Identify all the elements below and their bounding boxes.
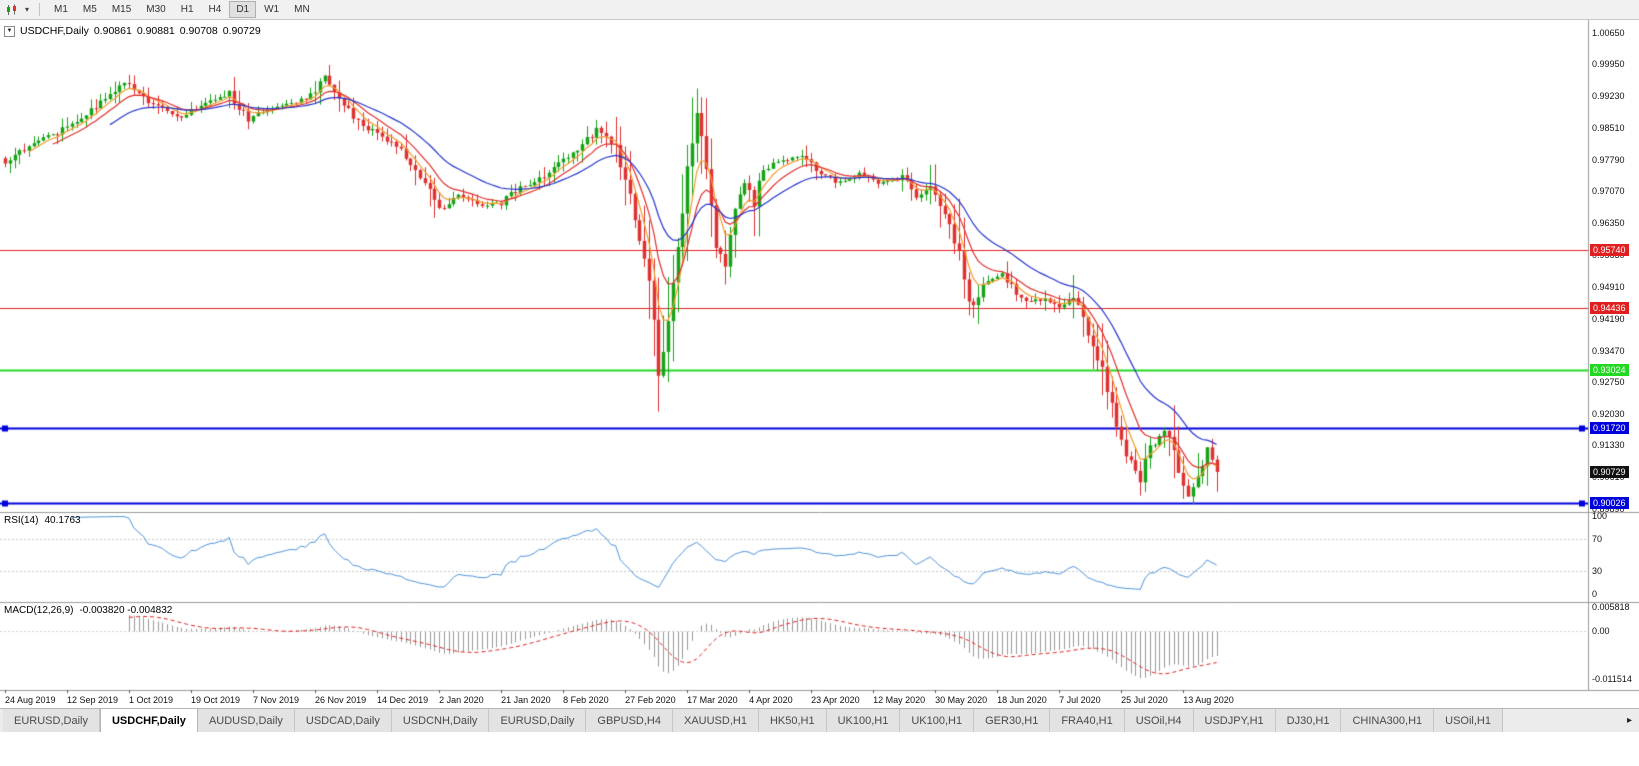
ohlc-close: 0.90729	[222, 25, 261, 37]
chart-tab-hk50-h1[interactable]: HK50,H1	[758, 709, 827, 732]
macd-axis-tick: -0.011514	[1592, 674, 1632, 684]
x-axis-date: 24 Aug 2019	[5, 695, 56, 705]
hline-price-badge: 0.95740	[1590, 244, 1629, 257]
chart-tab-dj30-h1[interactable]: DJ30,H1	[1275, 709, 1342, 732]
toolbar-separator	[39, 3, 40, 16]
chart-symbol-period: USDCHF,Daily	[20, 25, 89, 37]
top-toolbar: ▾ M1 M5 M15 M30 H1 H4 D1 W1 MN	[0, 0, 1639, 20]
rsi-axis-tick: 0	[1592, 589, 1598, 599]
x-axis-date: 12 Sep 2019	[67, 695, 119, 705]
chart-tab-uk100-h1[interactable]: UK100,H1	[900, 709, 975, 732]
x-axis-date: 13 Aug 2020	[1183, 695, 1234, 705]
ohlc-high: 0.90881	[136, 25, 175, 37]
timeframe-button-h4[interactable]: H4	[202, 1, 229, 18]
x-axis-date: 30 May 2020	[935, 695, 988, 705]
chart-header: ▼ USDCHF,Daily 0.90861 0.90881 0.90708 0…	[4, 25, 261, 37]
x-axis-date: 12 May 2020	[873, 695, 926, 705]
y-axis-tick: 0.91330	[1592, 440, 1625, 451]
timeframe-button-m1[interactable]: M1	[47, 1, 75, 18]
hline-price-badge: 0.94436	[1590, 301, 1629, 314]
chart-tab-ger30-h1[interactable]: GER30,H1	[974, 709, 1051, 732]
chart-tab-usoil-h1[interactable]: USOil,H1	[1434, 709, 1503, 732]
macd-axis-tick: 0.00	[1592, 626, 1610, 637]
x-axis-date: 8 Feb 2020	[563, 695, 609, 705]
tab-list: EURUSD,Daily USDCHF,Daily AUDUSD,Daily USDC…	[3, 709, 1503, 732]
x-axis-date: 21 Jan 2020	[501, 695, 551, 705]
macd-panel-label: MACD(12,26,9) -0.003820 -0.004832	[4, 605, 172, 616]
ohlc-open: 0.90861	[93, 25, 132, 37]
chart-tab-usdcad-daily[interactable]: USDCAD,Daily	[294, 709, 392, 732]
y-axis-tick: 0.97790	[1592, 154, 1625, 165]
x-axis-date: 1 Oct 2019	[129, 695, 174, 705]
y-axis-tick: 0.94910	[1592, 281, 1625, 292]
timeframe-button-mn[interactable]: MN	[287, 1, 317, 18]
tab-scroll-right-icon[interactable]: ▸	[1626, 715, 1632, 726]
macd-indicator-values: -0.003820 -0.004832	[79, 605, 173, 616]
dropdown-caret-icon[interactable]: ▾	[24, 5, 29, 14]
chart-tab-xauusd-h1[interactable]: XAUUSD,H1	[672, 709, 759, 732]
chart-type-icon[interactable]	[4, 2, 20, 18]
y-axis-tick: 0.92030	[1592, 409, 1625, 420]
chart-tab-usdjpy-h1[interactable]: USDJPY,H1	[1193, 709, 1276, 732]
x-axis-date: 14 Dec 2019	[377, 695, 429, 705]
x-axis-date: 19 Oct 2019	[191, 695, 241, 705]
x-axis-date: 23 Apr 2020	[811, 695, 860, 705]
macd-indicator-name: MACD(12,26,9)	[4, 605, 74, 616]
timeframe-buttons: M1 M5 M15 M30 H1 H4 D1 W1 MN	[47, 1, 317, 18]
rsi-axis-tick: 30	[1592, 565, 1603, 576]
y-axis-tick: 0.98510	[1592, 122, 1625, 133]
y-axis-tick: 0.89890	[1592, 503, 1625, 514]
hline-price-badge: 0.93024	[1590, 364, 1629, 377]
x-axis-date: 4 Apr 2020	[749, 695, 793, 705]
chart-tab-usoil-h4[interactable]: USOil,H4	[1124, 709, 1194, 732]
timeframe-button-m15[interactable]: M15	[105, 1, 138, 18]
x-axis-date: 2 Jan 2020	[439, 695, 484, 705]
y-axis-tick: 0.96350	[1592, 218, 1625, 229]
x-axis-date: 27 Feb 2020	[625, 695, 676, 705]
chart-tab-usdcnh-daily[interactable]: USDCNH,Daily	[391, 709, 490, 732]
chart-tab-uk100-h1[interactable]: UK100,H1	[826, 709, 901, 732]
rsi-indicator-name: RSI(14)	[4, 515, 39, 526]
y-axis-tick: 0.93470	[1592, 345, 1625, 356]
timeframe-button-h1[interactable]: H1	[174, 1, 201, 18]
rsi-axis-tick: 70	[1592, 534, 1603, 545]
chart-tab-bar: EURUSD,Daily USDCHF,Daily AUDUSD,Daily USDC…	[0, 708, 1639, 732]
rsi-panel-label: RSI(14) 40.1763	[4, 515, 81, 526]
x-axis-date: 25 Jul 2020	[1121, 695, 1168, 705]
y-axis-tick: 1.00650	[1592, 28, 1625, 38]
timeframe-button-d1[interactable]: D1	[229, 1, 257, 18]
chart-tab-eurusd-daily[interactable]: EURUSD,Daily	[3, 709, 100, 732]
rsi-indicator-value: 40.1763	[44, 515, 81, 526]
ohlc-low: 0.90708	[179, 25, 218, 37]
y-axis-tick: 0.94190	[1592, 313, 1625, 324]
x-axis-date: 26 Nov 2019	[315, 695, 367, 705]
timeframe-button-m30[interactable]: M30	[139, 1, 172, 18]
chart-tab-audusd-daily[interactable]: AUDUSD,Daily	[197, 709, 295, 732]
timeframe-button-w1[interactable]: W1	[257, 1, 286, 18]
chart-tab-usdchf-daily[interactable]: USDCHF,Daily	[99, 709, 198, 732]
current-price-badge: 0.90729	[1590, 465, 1629, 478]
chart-tab-eurusd-daily[interactable]: EURUSD,Daily	[489, 709, 587, 732]
chart-tab-fra40-h1[interactable]: FRA40,H1	[1050, 709, 1125, 732]
chart-region: ▼ USDCHF,Daily 0.90861 0.90881 0.90708 0…	[0, 20, 1639, 708]
x-axis-date: 18 Jun 2020	[997, 695, 1047, 705]
y-axis-tick: 0.99950	[1592, 58, 1625, 69]
y-axis-tick: 0.97070	[1592, 186, 1625, 197]
chart-tab-china300-h1[interactable]: CHINA300,H1	[1341, 709, 1435, 732]
macd-axis-tick: 0.005818	[1592, 602, 1630, 612]
hline-price-badge: 0.90026	[1590, 496, 1629, 509]
y-axis-tick: 0.99230	[1592, 90, 1625, 101]
y-axis-tick: 0.92750	[1592, 377, 1625, 388]
x-axis-date: 7 Nov 2019	[253, 695, 300, 705]
x-axis-date: 17 Mar 2020	[687, 695, 738, 705]
x-axis-date: 7 Jul 2020	[1059, 695, 1101, 705]
hline-price-badge: 0.91720	[1590, 422, 1629, 435]
status-area	[0, 732, 1639, 766]
timeframe-button-m5[interactable]: M5	[76, 1, 104, 18]
chart-tab-gbpusd-h4[interactable]: GBPUSD,H4	[586, 709, 673, 732]
rsi-axis-tick: 100	[1592, 511, 1608, 521]
chart-collapse-icon[interactable]: ▼	[4, 25, 15, 37]
price-chart-canvas[interactable]	[0, 20, 1639, 708]
